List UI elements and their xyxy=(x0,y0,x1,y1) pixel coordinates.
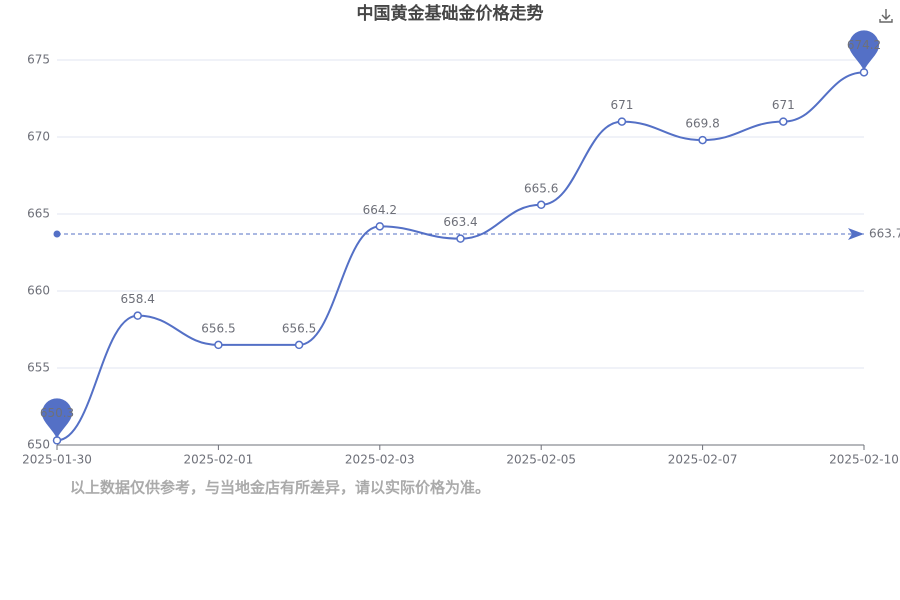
x-tick-label: 2025-02-10 xyxy=(829,453,899,467)
data-label: 656.5 xyxy=(282,321,316,335)
data-label: 656.5 xyxy=(201,321,235,335)
point xyxy=(294,340,304,350)
point xyxy=(698,135,707,145)
point xyxy=(617,117,627,126)
line xyxy=(56,71,865,442)
data-label: 663.4 xyxy=(443,215,477,229)
x-tick-label: 2025-01-30 xyxy=(22,453,92,467)
pin-label: 650.3 xyxy=(40,406,74,420)
y-tick-label: 655 xyxy=(27,361,50,375)
data-label: 671 xyxy=(610,98,633,112)
pin xyxy=(42,398,72,439)
pin-label: 674.2 xyxy=(847,38,881,52)
pin xyxy=(849,30,879,71)
x-tick-label: 2025-02-01 xyxy=(184,453,254,467)
mean-arrow xyxy=(848,228,864,241)
mean-label: 663.7 xyxy=(869,227,900,241)
y-tick-label: 665 xyxy=(27,207,50,221)
x-tick-label: 2025-02-05 xyxy=(506,453,576,467)
point xyxy=(375,222,385,231)
x-tick-label: 2025-02-03 xyxy=(345,453,415,467)
point xyxy=(456,234,465,243)
data-label: 658.4 xyxy=(121,292,155,306)
data-label: 664.2 xyxy=(363,203,397,217)
point xyxy=(214,340,223,350)
x-tick-label: 2025-02-07 xyxy=(668,453,738,467)
y-tick-label: 660 xyxy=(27,284,50,298)
y-tick-label: 670 xyxy=(27,130,50,144)
point xyxy=(779,117,788,126)
download-button[interactable] xyxy=(879,9,893,23)
point xyxy=(133,311,142,320)
y-tick-label: 650 xyxy=(27,438,50,452)
data-label: 669.8 xyxy=(685,117,719,131)
y-tick-label: 675 xyxy=(27,53,50,67)
data-label: 671 xyxy=(772,98,795,112)
footnote: 以上数据仅供参考，与当地金店有所差异，请以实际价格为准。 xyxy=(70,479,490,497)
data-label: 665.6 xyxy=(524,181,558,195)
mean-start xyxy=(53,230,61,238)
chart-title: 中国黄金基础金价格走势 xyxy=(357,3,544,24)
point xyxy=(536,200,546,210)
